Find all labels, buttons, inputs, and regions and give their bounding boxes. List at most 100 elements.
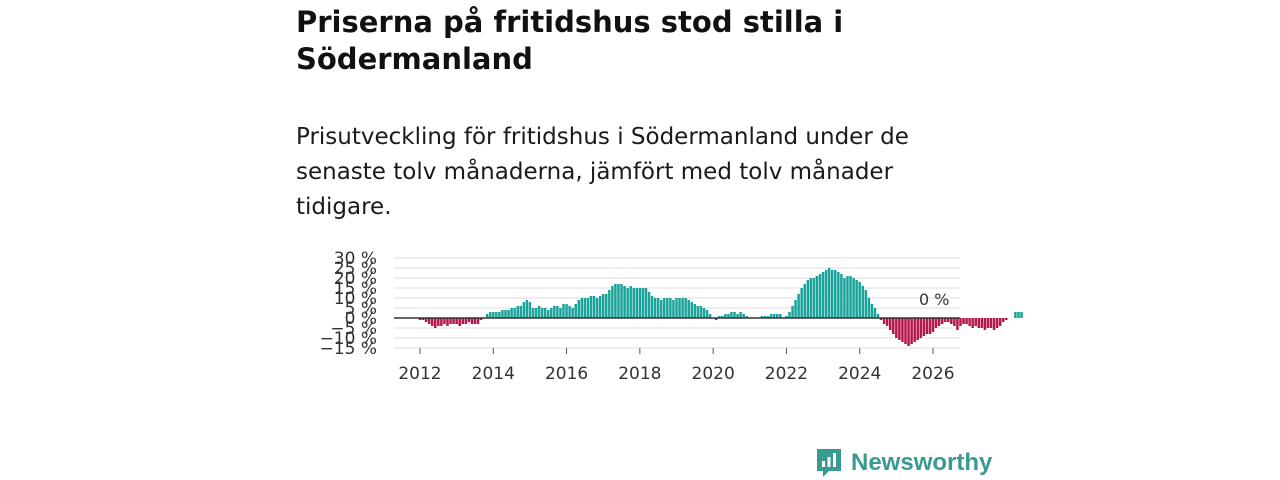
bar [873,308,877,318]
bar [476,318,480,324]
bar [580,298,584,318]
bar [635,288,639,318]
bar [724,314,727,318]
bar [717,316,721,318]
bar [989,318,993,328]
bar [901,318,904,342]
bar [550,308,553,318]
bar [589,296,593,318]
bar [849,276,852,318]
bar [925,318,929,334]
bar [418,318,422,320]
bar [458,318,461,326]
bar [937,318,941,326]
bar [684,298,687,318]
bar [950,318,953,324]
bar [785,316,788,318]
x-tick-label: 2014 [472,364,515,384]
bar [788,312,791,318]
bar [1017,312,1020,318]
bar [656,298,660,318]
bar [516,306,519,318]
bar [565,304,568,318]
bar [840,274,843,318]
bar [620,284,623,318]
bar [702,308,706,318]
bar [507,310,510,318]
bar [672,300,675,318]
bar [492,312,495,318]
bar [922,318,926,336]
bar [852,278,855,318]
bar [730,312,733,318]
y-tick-label: −5 % [330,319,377,339]
bar [437,318,440,326]
bar [727,314,730,318]
y-axis: 30 %25 %20 %15 %10 %5 %0 %−5 %−10 %−15 % [320,249,377,359]
y-tick-label: 25 % [334,259,377,279]
bar [629,286,632,318]
bar [907,318,910,346]
bar [669,298,672,318]
bar [904,318,907,344]
bar [681,298,684,318]
bar [1014,312,1017,318]
bar [974,318,977,326]
bar [528,302,532,318]
bar [488,312,492,318]
bar [510,308,513,318]
bar [885,318,889,326]
bar [830,270,834,318]
bar [424,318,428,322]
y-tick-label: 15 % [334,279,377,299]
bar [742,314,745,318]
bar [760,316,764,318]
x-tick-label: 2026 [911,364,954,384]
bar [824,270,828,318]
bar [931,318,935,332]
bar [641,288,645,318]
bar [546,310,550,318]
x-axis: 2012 2014 2016 2018 2020 2022 2024 2026 [398,348,955,384]
bar [696,306,700,318]
bar [827,268,831,318]
bar [815,276,819,318]
x-tick-label: 2024 [838,364,881,384]
bar [690,302,694,318]
bar [659,300,663,318]
bar [806,280,810,318]
bar [595,298,599,318]
bar [898,318,901,340]
bar [693,304,697,318]
brand-footer[interactable]: Newsworthy [815,446,992,480]
bar [995,318,999,328]
bar [574,304,577,318]
bar [971,318,974,328]
grid-layer [394,257,960,349]
bar [592,296,596,318]
bar [721,316,724,318]
bar [537,306,541,318]
bar [568,306,571,318]
bar [663,298,666,318]
bar [968,318,971,326]
y-tick-label: −10 % [320,329,377,349]
bar [666,298,669,318]
bar [959,318,962,326]
latest-value-annotation: 0 % [919,290,949,309]
bar [943,318,947,322]
bar [980,318,984,328]
bar [556,306,559,318]
bar [525,300,529,318]
bar [485,314,489,318]
bar [800,288,803,318]
bar [834,270,837,318]
brand-name: Newsworthy [851,449,993,476]
chart-subtitle: Prisutveckling för fritidshus i Söderman… [296,124,909,220]
bar [797,294,800,318]
bar [461,318,464,324]
bar [653,298,657,318]
bar [733,312,736,318]
bar [540,308,544,318]
bar [678,298,681,318]
